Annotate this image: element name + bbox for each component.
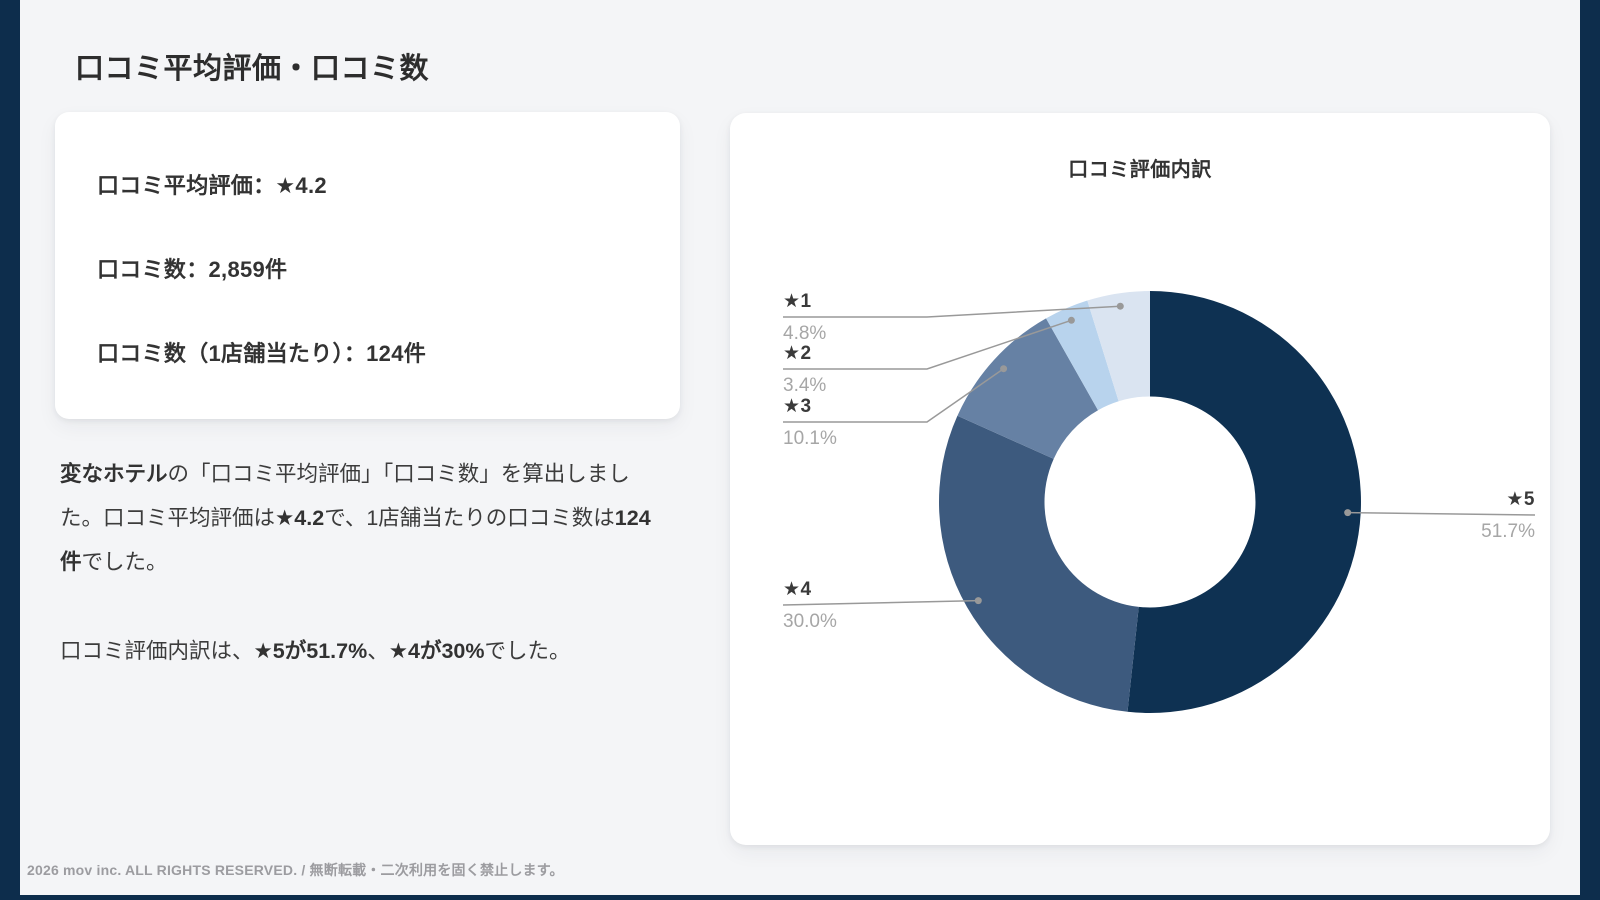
chart-label-star1: ★1 4.8% xyxy=(783,290,826,346)
stat-line-reviews-per-store: 口コミ数（1店舗当たり）：124件 xyxy=(97,341,427,366)
description-p2-part0: 口コミ評価内訳は、 xyxy=(60,639,254,663)
description-p1-part0: 変なホテル xyxy=(60,462,168,486)
leader-line-★5 xyxy=(1347,511,1536,516)
leader-line-★1 xyxy=(783,305,1121,318)
stat-line-review-count: 口コミ数：2,859件 xyxy=(97,257,288,282)
chart-label-star3: ★3 10.1% xyxy=(783,395,837,451)
footer-copyright: 2026 mov inc. ALL RIGHTS RESERVED. / 無断転… xyxy=(27,862,564,878)
donut-slice-★5 xyxy=(1127,291,1361,713)
description-p1-part2: ★4.2 xyxy=(275,506,325,530)
chart-title: 口コミ評価内訳 xyxy=(1068,159,1212,181)
description-p2-part4: でした。 xyxy=(484,639,571,663)
bottom-edge-accent-bar xyxy=(0,895,1600,900)
description-p2-part1: ★5が51.7% xyxy=(253,639,368,663)
leader-dot-★1 xyxy=(1116,302,1124,310)
chart-label-star1-text: ★1 xyxy=(783,291,812,312)
description-p1-part4: 124件 xyxy=(60,506,651,574)
description-p1-part3: で、1店舗当たりの口コミ数は xyxy=(324,506,615,530)
description-p1-part1: の「口コミ平均評価」「口コミ数」を算出しました。口コミ平均評価は xyxy=(60,462,630,530)
leader-line-★2 xyxy=(783,319,1072,370)
right-edge-accent-bar xyxy=(1580,0,1600,900)
description-p2-part3: ★4が30% xyxy=(388,639,485,663)
left-edge-accent-bar xyxy=(0,0,20,900)
page-title: 口コミ平均評価・口コミ数 xyxy=(75,53,430,86)
summary-card: 口コミ平均評価：★4.2 口コミ数：2,859件 口コミ数（1店舗当たり）：12… xyxy=(55,112,680,419)
review-breakdown-chart-card: 口コミ評価内訳 ★1 4.8% ★2 3.4% ★3 10.1% ★4 30.0… xyxy=(730,113,1550,845)
description-text: 変なホテルの「口コミ平均評価」「口コミ数」を算出しました。口コミ平均評価は★4.… xyxy=(60,452,666,673)
leader-dot-★4 xyxy=(974,597,982,605)
leader-line-★4 xyxy=(782,599,979,606)
leader-line-★3 xyxy=(783,368,1004,423)
donut-slice-★3 xyxy=(957,318,1099,459)
leader-dot-★5 xyxy=(1344,509,1352,517)
chart-label-star3-text: ★3 xyxy=(783,396,812,417)
chart-label-star4-text: ★4 xyxy=(783,579,812,600)
chart-label-star2-text: ★2 xyxy=(783,343,812,364)
leader-dot-★2 xyxy=(1067,316,1075,324)
description-paragraph-1: 変なホテルの「口コミ平均評価」「口コミ数」を算出しました。口コミ平均評価は★4.… xyxy=(60,452,666,584)
chart-label-star5-text: ★5 xyxy=(1506,489,1535,510)
chart-label-star2-pct: 3.4% xyxy=(783,375,827,396)
chart-label-star2: ★2 3.4% xyxy=(783,342,826,398)
donut-chart-svg xyxy=(782,291,1536,713)
chart-label-star4: ★4 30.0% xyxy=(783,578,837,634)
chart-label-star4-pct: 30.0% xyxy=(783,611,837,632)
description-paragraph-2: 口コミ評価内訳は、★5が51.7%、★4が30%でした。 xyxy=(60,629,666,673)
chart-label-star1-pct: 4.8% xyxy=(783,323,827,344)
description-p2-part2: 、 xyxy=(367,639,389,663)
donut-slice-★2 xyxy=(1046,300,1119,411)
description-p1-part5: でした。 xyxy=(81,550,168,574)
stat-line-average-rating: 口コミ平均評価：★4.2 xyxy=(97,173,327,198)
donut-slice-★4 xyxy=(938,415,1139,712)
chart-label-star3-pct: 10.1% xyxy=(783,428,837,449)
chart-label-star5-pct: 51.7% xyxy=(1481,521,1535,542)
chart-label-star5: ★5 51.7% xyxy=(1481,488,1535,544)
donut-slice-★1 xyxy=(1087,291,1150,402)
leader-dot-★3 xyxy=(1000,365,1008,373)
